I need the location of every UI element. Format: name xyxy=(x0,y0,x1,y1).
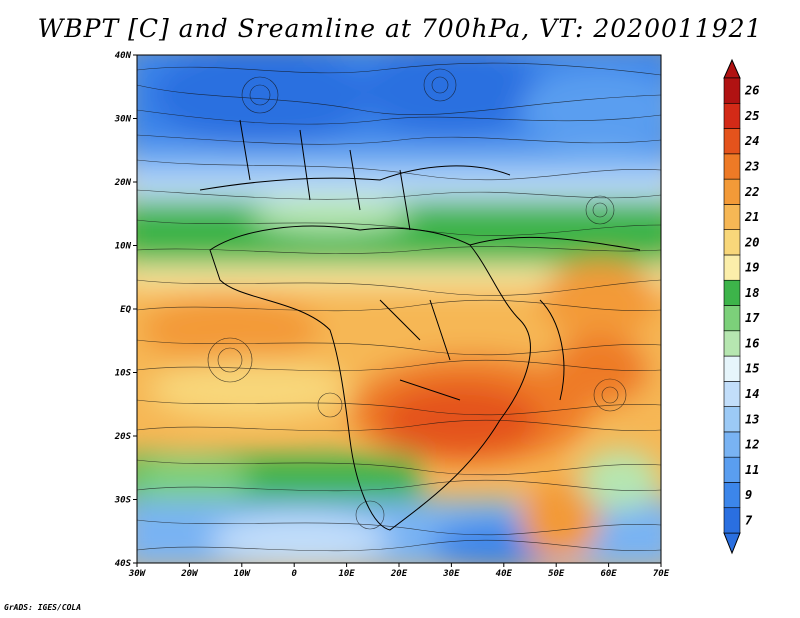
colorbar-label: 12 xyxy=(745,438,759,452)
lon-tick-label: 20W xyxy=(180,569,199,579)
colorbar-swatch xyxy=(723,456,741,483)
lat-tick-label: EQ xyxy=(120,305,131,315)
colorbar-swatch xyxy=(723,279,741,306)
colorbar-label: 18 xyxy=(745,286,759,300)
colorbar-swatch xyxy=(723,229,741,256)
colorbar-swatch xyxy=(723,406,741,433)
colorbar: 7 9 11 12 13 14 15 16 17 18 19 20 21 22 23 24 25 26 xyxy=(723,58,760,555)
chart-title: WBPT [C] and Sreamline at 700hPa, VT: 20… xyxy=(37,14,763,43)
lon-tick-label: 0 xyxy=(291,569,297,579)
latitude-ticks: 40N 30N 20N 10N EQ 10S 20S 30S 40S xyxy=(114,51,137,569)
colorbar-swatch xyxy=(723,381,741,407)
colorbar-high-arrow xyxy=(723,58,741,79)
colorbar-label: 16 xyxy=(745,336,759,350)
lon-tick-label: 10W xyxy=(234,569,252,579)
lat-tick-label: 30N xyxy=(114,115,132,125)
colorbar-label: 15 xyxy=(745,362,759,376)
lat-tick-label: 10N xyxy=(115,242,132,252)
colorbar-label: 14 xyxy=(745,387,759,401)
lon-tick-label: 70E xyxy=(653,569,670,579)
colorbar-swatch xyxy=(723,482,741,509)
colorbar-swatch xyxy=(723,178,741,205)
lon-tick-label: 30W xyxy=(128,569,147,579)
colorbar-label: 17 xyxy=(745,311,760,325)
colorbar-swatch xyxy=(723,254,741,281)
colorbar-swatch xyxy=(723,355,741,382)
colorbar-label: 24 xyxy=(744,134,759,148)
lon-tick-label: 10E xyxy=(338,569,355,579)
colorbar-label: 13 xyxy=(745,412,759,426)
credit-text: GrADS: IGES/COLA xyxy=(4,603,82,612)
lat-tick-label: 20S xyxy=(114,432,132,442)
longitude-ticks: 30W 20W 10W 0 10E 20E 30E 40E 50E 60E 70E xyxy=(128,563,670,579)
colorbar-label: 7 xyxy=(745,513,753,527)
lon-tick-label: 60E xyxy=(600,569,617,579)
wbpt-shaded-field xyxy=(137,55,661,563)
colorbar-swatch xyxy=(723,128,741,155)
colorbar-swatch xyxy=(723,507,741,534)
colorbar-swatch xyxy=(723,153,741,180)
colorbar-label: 11 xyxy=(745,463,759,477)
colorbar-label: 20 xyxy=(744,235,759,249)
colorbar-swatch xyxy=(723,77,741,104)
lat-tick-label: 40N xyxy=(115,51,132,61)
lon-tick-label: 20E xyxy=(390,569,408,579)
lat-tick-label: 30S xyxy=(114,496,132,506)
colorbar-label: 21 xyxy=(744,210,759,224)
lon-tick-label: 40E xyxy=(496,569,513,579)
lat-tick-label: 10S xyxy=(115,369,132,379)
colorbar-swatch xyxy=(723,305,741,332)
lon-tick-label: 50E xyxy=(548,569,565,579)
lat-tick-label: 20N xyxy=(114,178,132,188)
colorbar-label: 23 xyxy=(744,159,759,173)
colorbar-swatch xyxy=(723,330,741,357)
lat-tick-label: 40S xyxy=(115,559,132,569)
colorbar-label: 19 xyxy=(745,261,759,275)
colorbar-swatch xyxy=(723,204,741,230)
colorbar-label: 9 xyxy=(745,488,752,502)
colorbar-swatch xyxy=(723,431,741,458)
lon-tick-label: 30E xyxy=(442,569,460,579)
colorbar-label: 22 xyxy=(744,185,759,199)
colorbar-swatch xyxy=(723,102,741,129)
colorbar-label: 25 xyxy=(744,109,759,123)
colorbar-low-arrow xyxy=(723,532,741,555)
colorbar-label: 26 xyxy=(744,84,759,98)
